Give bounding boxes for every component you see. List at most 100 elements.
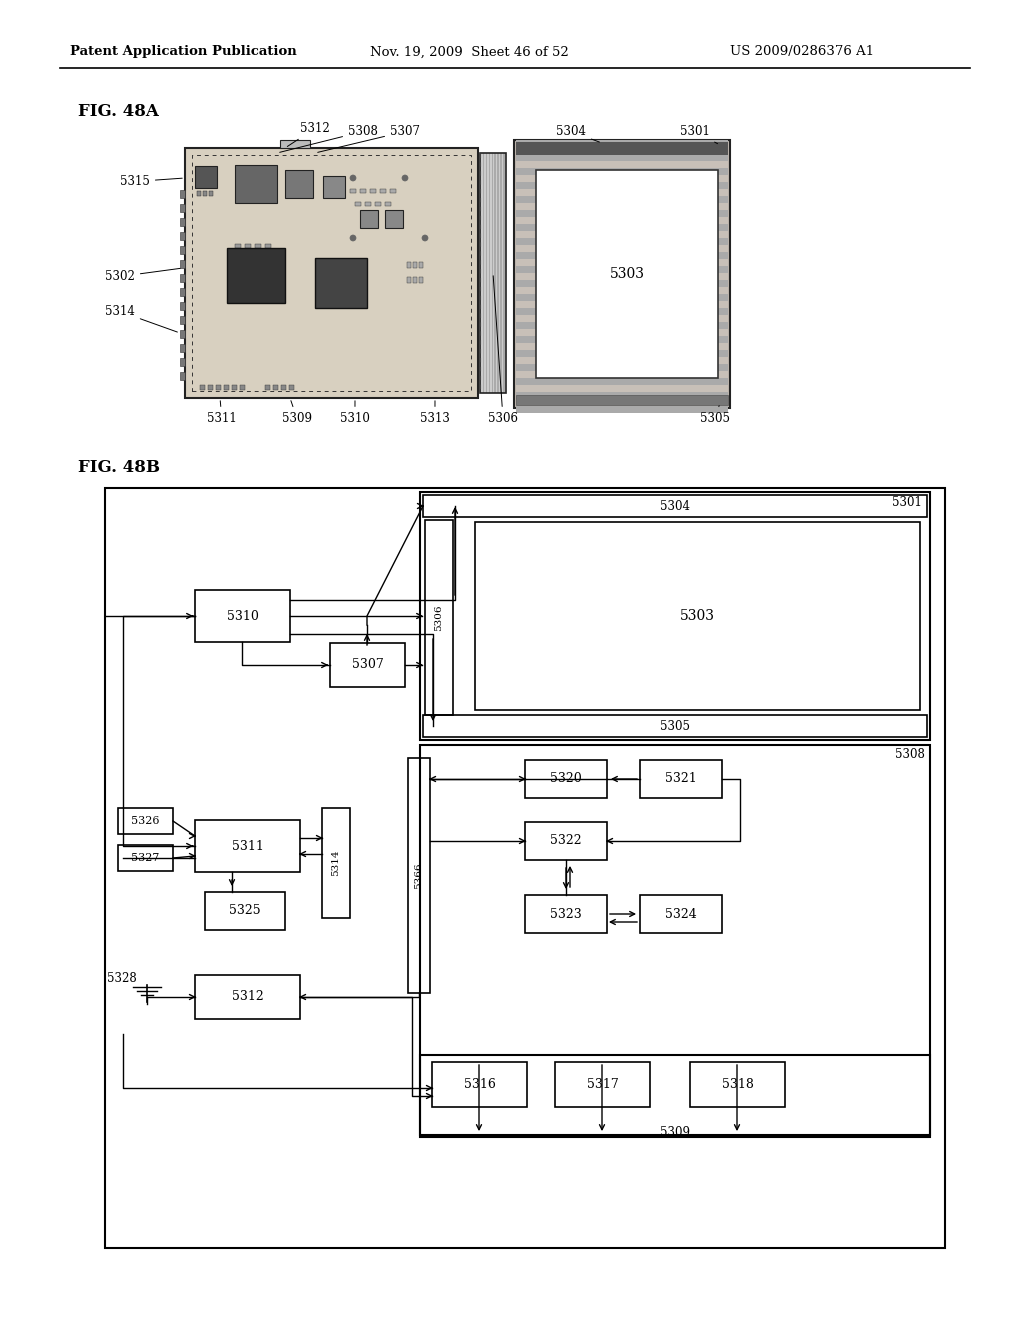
Text: 5301: 5301: [680, 125, 718, 144]
Bar: [516, 195, 728, 203]
Text: 5320: 5320: [550, 772, 582, 785]
Bar: [432, 1063, 527, 1107]
Bar: [234, 244, 241, 248]
Bar: [516, 364, 728, 371]
Bar: [516, 392, 728, 399]
Bar: [360, 189, 366, 193]
Bar: [420, 492, 930, 741]
Bar: [375, 202, 381, 206]
Bar: [536, 170, 718, 378]
Bar: [503, 153, 505, 393]
Bar: [265, 385, 270, 389]
Bar: [281, 385, 286, 389]
Text: 5317: 5317: [587, 1078, 618, 1092]
Text: 5326: 5326: [131, 816, 160, 826]
Bar: [516, 203, 728, 210]
Bar: [505, 153, 506, 393]
Bar: [227, 248, 285, 304]
Bar: [209, 191, 213, 195]
Bar: [480, 153, 481, 393]
Text: 5304: 5304: [660, 499, 690, 512]
Bar: [180, 246, 185, 253]
Bar: [496, 153, 498, 393]
Text: 5325: 5325: [229, 904, 261, 917]
Bar: [516, 280, 728, 286]
Bar: [516, 216, 728, 224]
Text: 5321: 5321: [666, 772, 697, 785]
Bar: [203, 191, 207, 195]
Bar: [420, 1055, 930, 1137]
Text: 5322: 5322: [550, 834, 582, 847]
Text: 5307: 5307: [317, 125, 420, 152]
Bar: [516, 252, 728, 259]
Bar: [407, 277, 411, 282]
Bar: [640, 895, 722, 933]
Bar: [516, 322, 728, 329]
Bar: [180, 190, 185, 198]
Bar: [180, 218, 185, 226]
Bar: [516, 350, 728, 356]
Text: 5304: 5304: [556, 125, 599, 143]
Bar: [516, 308, 728, 315]
Bar: [205, 892, 285, 931]
Bar: [514, 140, 730, 408]
Bar: [498, 153, 499, 393]
Bar: [500, 153, 502, 393]
Bar: [516, 407, 728, 413]
Bar: [419, 277, 423, 282]
Text: 5324: 5324: [666, 908, 697, 920]
Bar: [525, 895, 607, 933]
Bar: [516, 273, 728, 280]
Bar: [516, 238, 728, 246]
Bar: [285, 170, 313, 198]
Bar: [255, 253, 261, 257]
Bar: [690, 1063, 785, 1107]
Circle shape: [350, 176, 356, 181]
Text: 5316: 5316: [464, 1078, 496, 1092]
Bar: [516, 168, 728, 176]
Text: 5308: 5308: [895, 748, 925, 762]
Bar: [234, 165, 278, 203]
Bar: [495, 153, 496, 393]
Bar: [485, 153, 487, 393]
Bar: [240, 385, 245, 389]
Circle shape: [350, 235, 356, 242]
Bar: [195, 820, 300, 873]
Bar: [180, 275, 185, 282]
Bar: [419, 261, 423, 268]
Bar: [493, 153, 495, 393]
Bar: [516, 395, 728, 405]
Bar: [413, 277, 417, 282]
Bar: [525, 822, 607, 861]
Bar: [180, 302, 185, 310]
Bar: [232, 385, 237, 389]
Text: 5308: 5308: [280, 125, 378, 152]
Bar: [423, 715, 927, 737]
Bar: [484, 153, 485, 393]
Bar: [499, 153, 500, 393]
Text: 5306: 5306: [434, 605, 443, 631]
Bar: [105, 488, 945, 1247]
Bar: [492, 153, 493, 393]
Text: 5312: 5312: [288, 121, 330, 147]
Text: FIG. 48A: FIG. 48A: [78, 103, 159, 120]
Text: 5307: 5307: [351, 659, 383, 672]
Bar: [280, 140, 310, 148]
Bar: [180, 345, 185, 352]
Circle shape: [422, 235, 428, 242]
Bar: [516, 161, 728, 168]
Bar: [516, 301, 728, 308]
Bar: [408, 758, 430, 993]
Text: 5313: 5313: [420, 401, 450, 425]
Bar: [118, 808, 173, 834]
Bar: [322, 808, 350, 917]
Bar: [180, 205, 185, 213]
Bar: [323, 176, 345, 198]
Bar: [365, 202, 371, 206]
Text: 5310: 5310: [340, 401, 370, 425]
Bar: [516, 143, 728, 154]
Bar: [516, 385, 728, 392]
Bar: [423, 495, 927, 517]
Text: 5305: 5305: [660, 719, 690, 733]
Bar: [185, 148, 478, 399]
